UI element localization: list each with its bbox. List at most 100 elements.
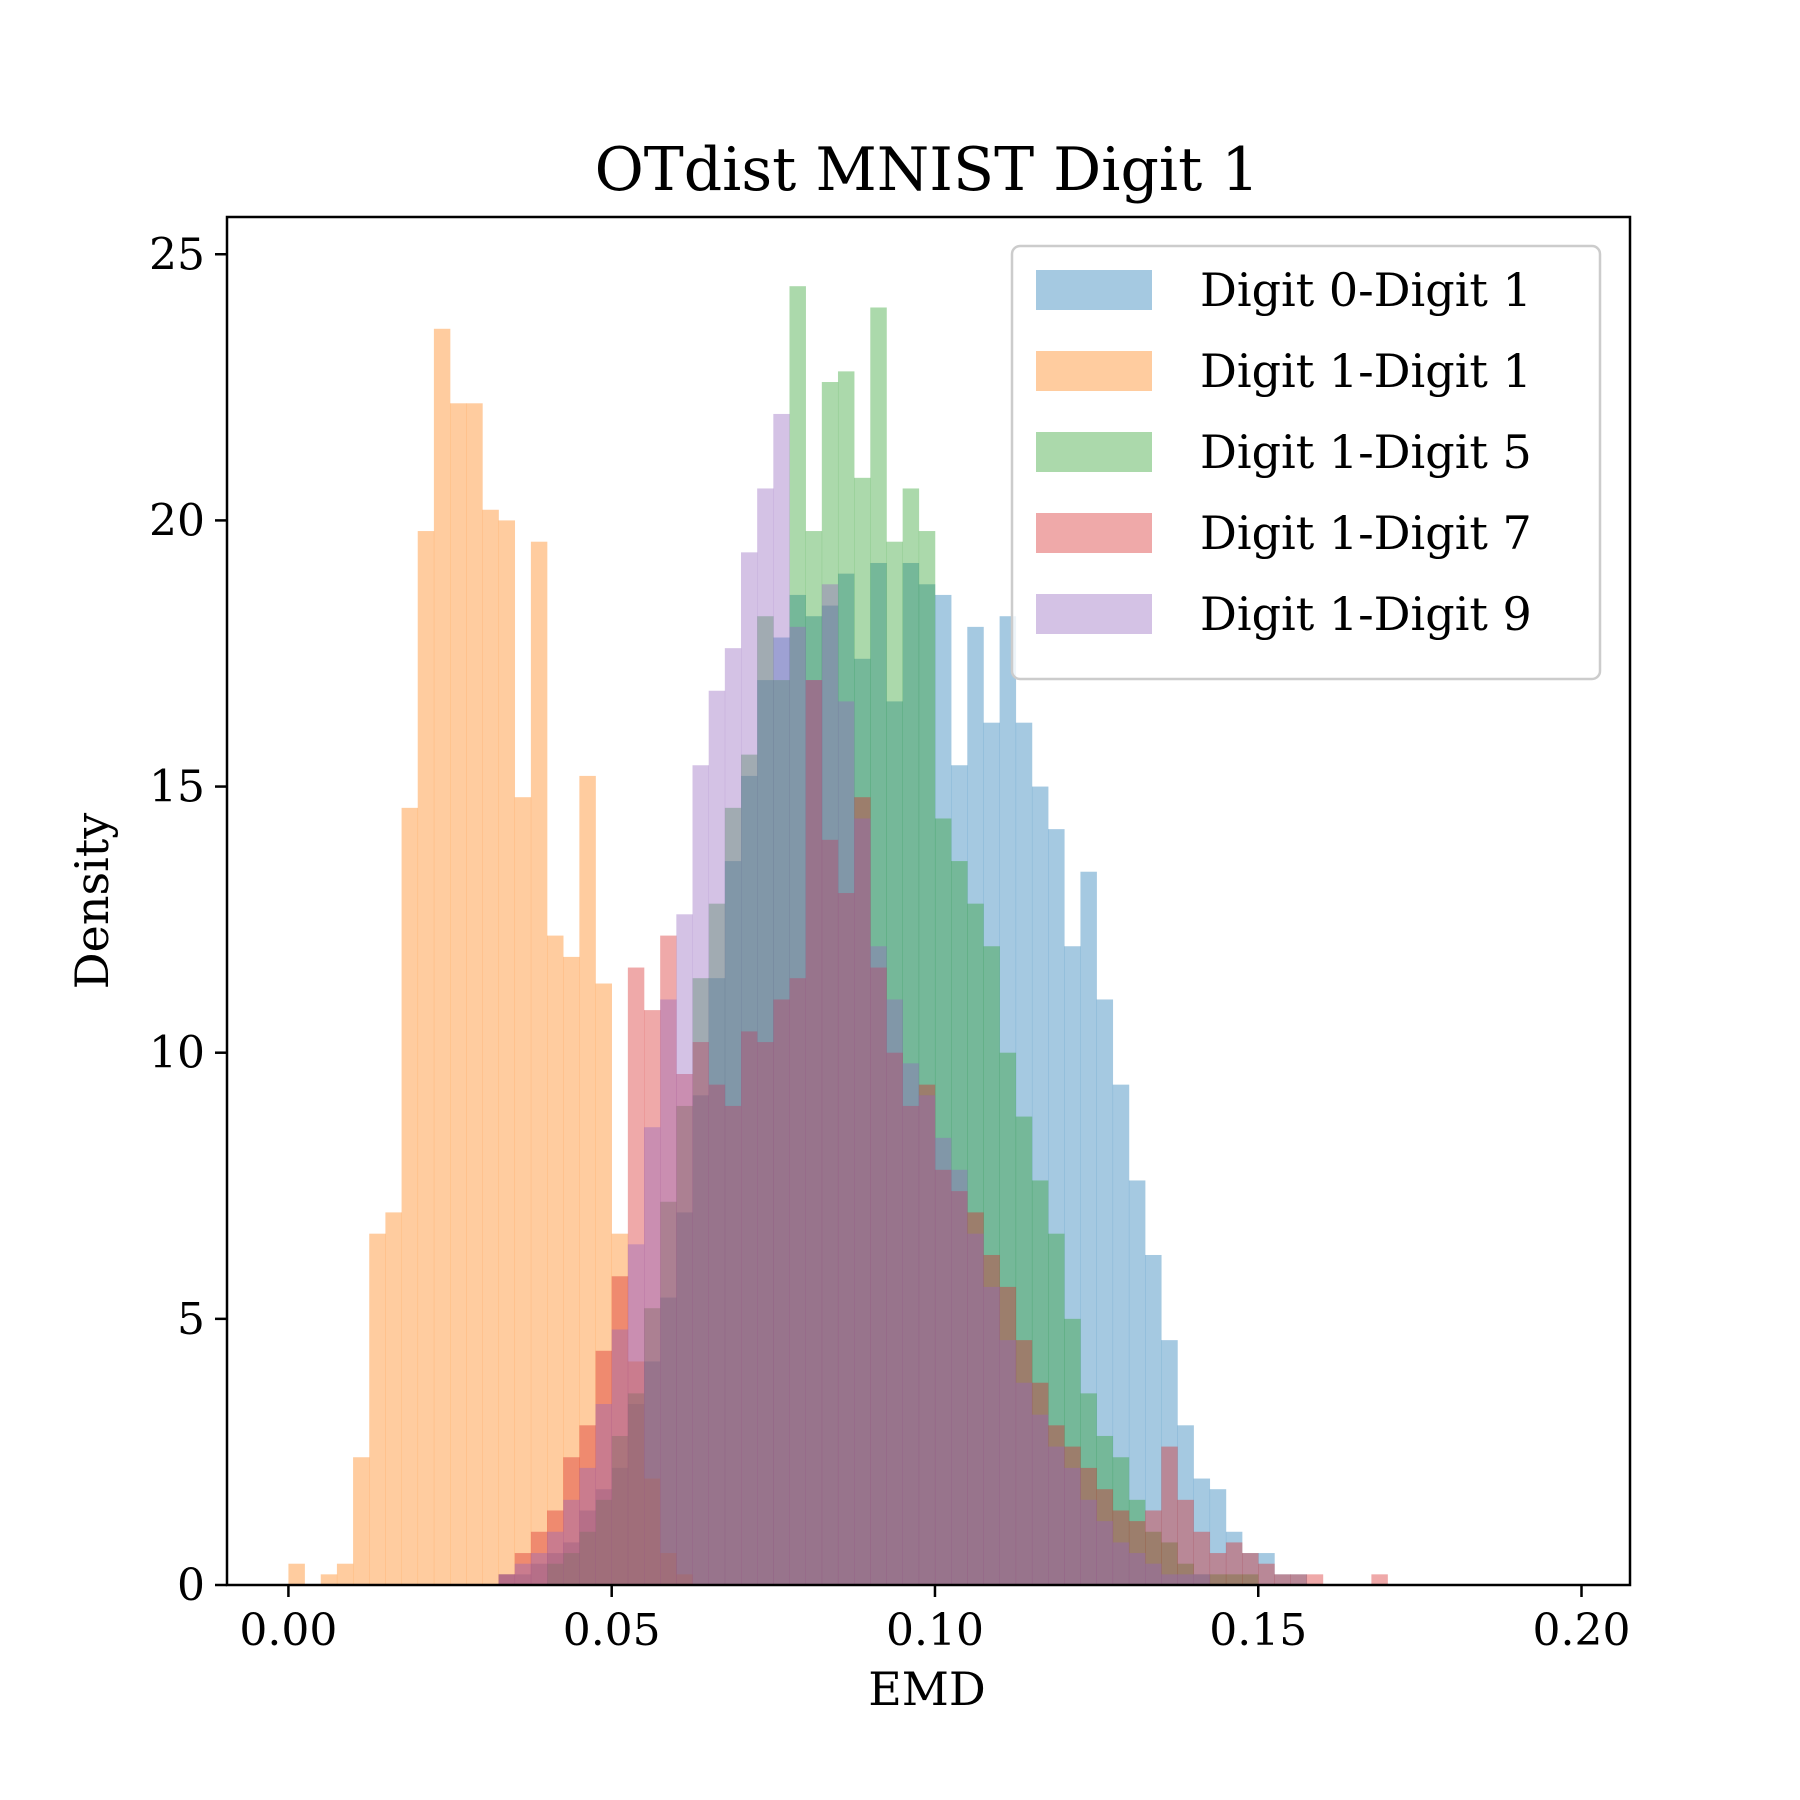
series-4-bar: [1015, 1340, 1033, 1585]
series-2-bar: [627, 1361, 645, 1585]
series-4-bar: [870, 967, 887, 1585]
legend-label: Digit 0-Digit 1: [1200, 263, 1532, 317]
series-5-bar: [1193, 1574, 1211, 1585]
y-tick-label: 10: [149, 1028, 205, 1079]
y-tick-label: 25: [149, 229, 205, 280]
series-5-bar: [1096, 1521, 1114, 1585]
series-3-bar: [1064, 1318, 1081, 1585]
series-3-bar: [789, 286, 806, 1586]
series-4-bar: [1031, 1382, 1049, 1585]
y-tick-label: 20: [149, 495, 205, 546]
legend-swatch: [1036, 351, 1152, 391]
series-5-bar: [595, 1404, 612, 1585]
series-5-bar: [1048, 1446, 1065, 1585]
series-4-bar: [563, 1457, 580, 1585]
series-3-bar: [1080, 1393, 1097, 1585]
series-1-bar: [741, 775, 758, 1585]
series-3-bar: [741, 754, 758, 1585]
series-1-bar: [611, 1467, 629, 1585]
series-4-bar: [999, 1286, 1017, 1585]
series-2-bar: [353, 1457, 370, 1585]
series-5-bar: [821, 584, 839, 1585]
x-tick-label: 0.00: [239, 1605, 337, 1656]
series-4-bar: [1258, 1563, 1275, 1585]
series-4-bar: [1064, 1446, 1081, 1585]
series-3-bar: [1096, 1435, 1114, 1585]
series-4-bar: [789, 978, 806, 1585]
series-2-bar: [676, 1574, 693, 1585]
series-1-bar: [514, 1574, 532, 1585]
legend-label: Digit 1-Digit 9: [1200, 587, 1532, 641]
series-5-bar: [1080, 1499, 1097, 1585]
x-axis: 0.00 0.05 0.10 0.15 0.20: [239, 1585, 1630, 1656]
legend-entry: Digit 1-Digit 5: [1036, 425, 1532, 479]
series-4-bar: [514, 1553, 532, 1585]
series-5-bar: [934, 1137, 952, 1585]
y-axis-label: Density: [65, 813, 119, 990]
legend-entry: Digit 1-Digit 7: [1036, 506, 1532, 560]
series-4-bar: [611, 1276, 629, 1585]
series-4-bar: [676, 1074, 693, 1585]
series-3-bar: [757, 616, 774, 1585]
y-tick-label: 15: [149, 762, 205, 813]
series-1-bar: [1209, 1489, 1227, 1585]
series-5-bar: [805, 680, 823, 1585]
series-1-bar: [644, 1361, 661, 1585]
series-5-bar: [1161, 1574, 1178, 1585]
series-1-bar: [1015, 722, 1033, 1585]
series-3-bar: [611, 1435, 629, 1585]
series-1-bar: [498, 1574, 516, 1585]
series-2-bar: [563, 956, 580, 1585]
y-axis: 0 5 10 15 20 25: [149, 229, 227, 1611]
series-1-bar: [1290, 1574, 1308, 1585]
series-4-bar: [1112, 1510, 1130, 1585]
series-1-bar: [902, 562, 920, 1585]
legend-box: [1010, 244, 1602, 681]
series-5-bar: [498, 1574, 516, 1585]
series-5-bar: [611, 1329, 629, 1585]
series-1-bar: [627, 1404, 645, 1585]
series-2-bar: [450, 403, 467, 1585]
series-3-bar: [902, 488, 920, 1586]
series-3-bar: [1209, 1574, 1227, 1585]
series-2-bar: [433, 328, 451, 1585]
series-2-bar: [498, 520, 516, 1586]
x-tick-label: 0.15: [1209, 1605, 1307, 1656]
series-4-bar: [821, 839, 839, 1585]
series-1-bar: [773, 637, 790, 1585]
series-4-bar: [692, 1042, 709, 1585]
series-3-bar: [805, 531, 823, 1585]
series-5-bar: [886, 999, 903, 1585]
plot-frame: [225, 215, 1632, 1587]
series-1-bar: [676, 1212, 693, 1585]
legend-swatch: [1036, 513, 1152, 553]
series-5-bar: [741, 552, 758, 1585]
series-4-bar: [1371, 1574, 1388, 1585]
series-1-bar: [854, 658, 871, 1585]
chart-title: OTdist MNIST Digit 1: [595, 135, 1260, 205]
series-1-bar: [805, 616, 823, 1585]
x-tick-label: 0.10: [886, 1605, 984, 1656]
series-2-bar: [530, 541, 548, 1586]
series-1-bars: [498, 562, 1308, 1585]
series-4-bar: [530, 1531, 548, 1585]
series-1-bar: [870, 562, 887, 1585]
series-3-bar: [676, 1105, 693, 1585]
series-5-bar: [644, 1127, 661, 1585]
x-axis-label: EMD: [868, 1662, 986, 1716]
series-2-bar: [385, 1212, 402, 1585]
series-4-bar: [1145, 1510, 1162, 1585]
legend-entry: Digit 1-Digit 1: [1036, 344, 1532, 398]
series-2-bar: [401, 807, 419, 1585]
series-1-bar: [579, 1510, 596, 1585]
series-4-bar: [1080, 1467, 1097, 1585]
series-2-bar: [611, 1233, 629, 1585]
series-3-bar: [563, 1553, 580, 1585]
series-3-bar: [644, 1308, 661, 1585]
series-1-bar: [595, 1489, 612, 1585]
series-2-bar: [369, 1233, 386, 1585]
series-1-bar: [692, 1095, 709, 1585]
series-2-bar: [595, 983, 612, 1585]
series-3-bar: [1161, 1542, 1178, 1585]
legend-label: Digit 1-Digit 1: [1200, 344, 1532, 398]
